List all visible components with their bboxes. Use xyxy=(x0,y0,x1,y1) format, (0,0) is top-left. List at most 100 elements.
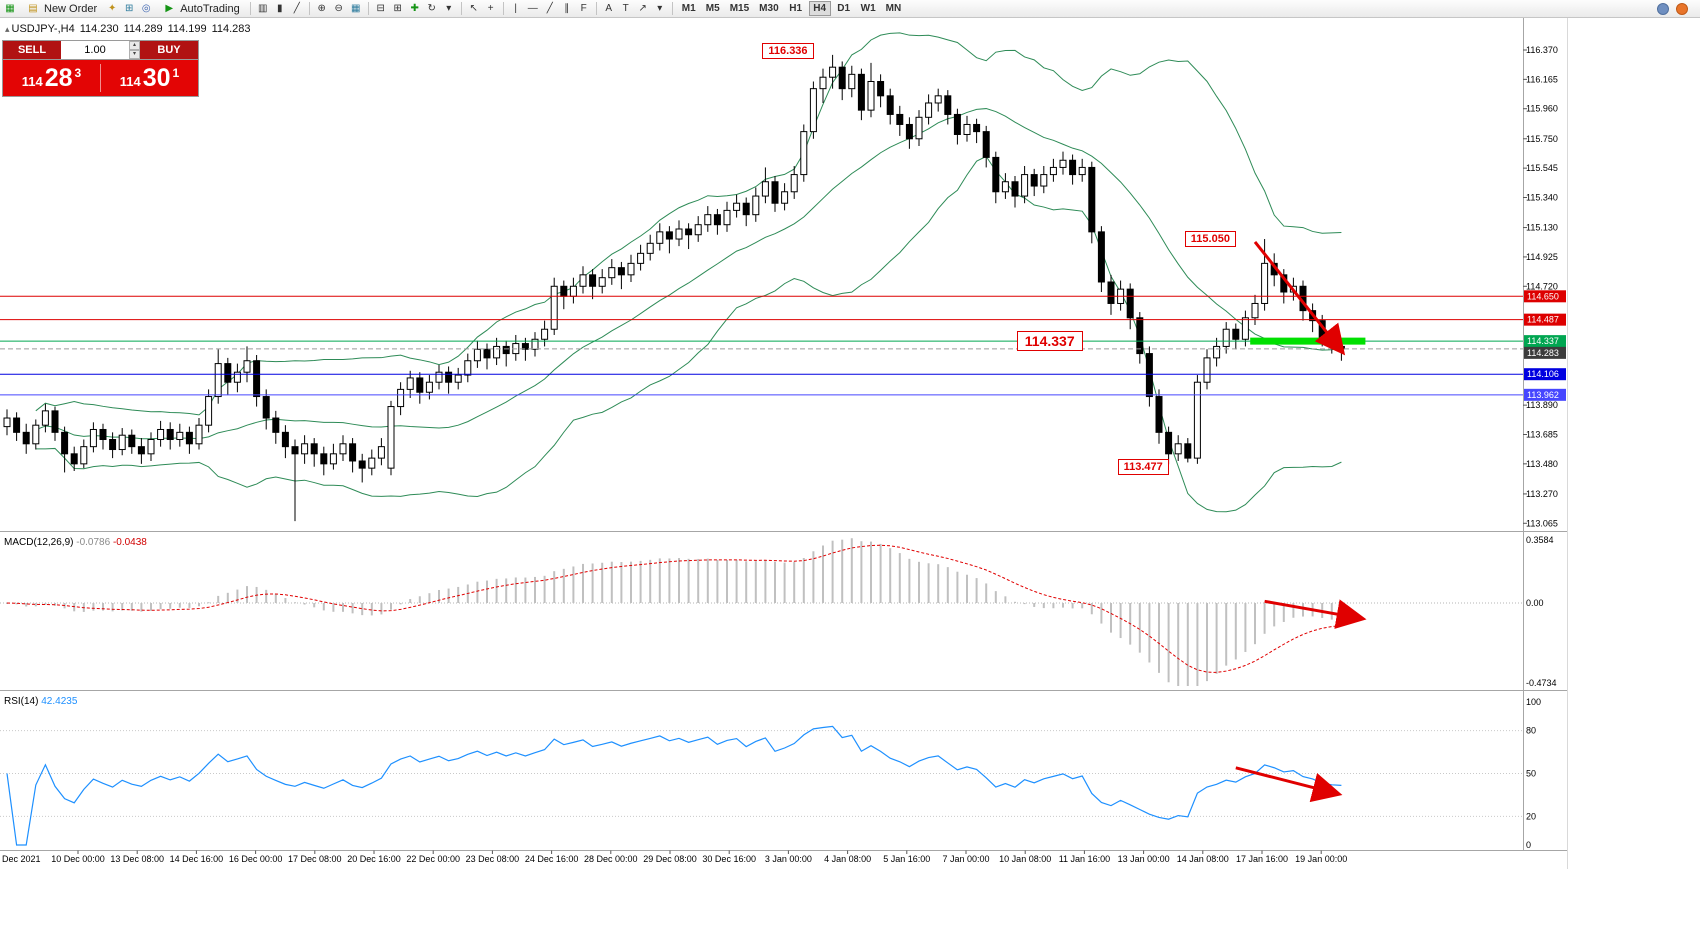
svg-text:114.487: 114.487 xyxy=(1527,315,1559,325)
svg-text:30 Dec 16:00: 30 Dec 16:00 xyxy=(702,854,756,864)
cycles-icon[interactable]: ↻ xyxy=(427,3,436,14)
crosshair-icon[interactable]: + xyxy=(487,3,494,14)
price-label-annotation[interactable]: 114.337 xyxy=(1016,331,1083,352)
dropdown-caret-icon[interactable]: ▾ xyxy=(657,3,663,14)
svg-text:80: 80 xyxy=(1526,726,1536,736)
svg-text:23 Dec 08:00: 23 Dec 08:00 xyxy=(466,854,520,864)
svg-text:3 Jan 00:00: 3 Jan 00:00 xyxy=(765,854,812,864)
trend-arrow-price[interactable] xyxy=(1253,240,1346,356)
rsi-name: RSI(14) xyxy=(4,696,39,707)
sell-button[interactable]: SELL xyxy=(3,41,61,59)
bid-ask-row: 114 28 3 114 30 1 xyxy=(3,60,198,96)
cursor-icon[interactable]: ↖ xyxy=(469,3,478,14)
candles-layer xyxy=(3,54,1345,522)
symbol-period: USDJPY-,H4 xyxy=(11,23,75,35)
terminal-icon[interactable]: ⊞ xyxy=(124,3,134,14)
vertical-line-icon[interactable]: | xyxy=(514,3,518,14)
svg-text:4 Jan 08:00: 4 Jan 08:00 xyxy=(824,854,871,864)
cascade-windows-icon[interactable]: ⊟ xyxy=(376,3,385,14)
indicators-icon[interactable]: ✚ xyxy=(410,3,419,14)
timeframe-h1[interactable]: H1 xyxy=(789,3,803,14)
trade-buttons-row: SELL ▴ ▾ BUY xyxy=(3,41,198,60)
svg-text:11 Jan 16:00: 11 Jan 16:00 xyxy=(1059,854,1110,864)
bid-price[interactable]: 114 28 3 xyxy=(3,62,100,94)
svg-text:29 Dec 08:00: 29 Dec 08:00 xyxy=(643,854,697,864)
panel-separators[interactable] xyxy=(0,18,1568,869)
volume-up-button[interactable]: ▴ xyxy=(129,41,140,50)
volume-down-button[interactable]: ▾ xyxy=(129,50,140,59)
price-label-annotation[interactable]: 113.477 xyxy=(1117,458,1169,475)
price-label-annotation[interactable]: 115.050 xyxy=(1184,231,1236,248)
text-label-icon[interactable]: T xyxy=(622,3,629,14)
toolbar-separator xyxy=(367,2,369,15)
svg-text:113.890: 113.890 xyxy=(1526,400,1558,410)
toolbar-separator xyxy=(249,2,251,15)
timeframe-m15[interactable]: M15 xyxy=(729,3,750,14)
metaeditor-icon[interactable]: ✦ xyxy=(107,3,117,14)
svg-text:113.962: 113.962 xyxy=(1527,390,1559,400)
svg-text:113.480: 113.480 xyxy=(1526,459,1558,469)
trend-arrow-rsi[interactable] xyxy=(1235,766,1343,803)
bar-chart-icon[interactable]: ▥ xyxy=(257,3,268,14)
timeframe-m5[interactable]: M5 xyxy=(705,3,720,14)
main-toolbar: ▦ ▤ New Order ✦ ⊞ ◎ ▶ AutoTrading ▥ ▮ ╱ … xyxy=(0,0,1700,18)
support-zone-highlight[interactable] xyxy=(1250,337,1366,345)
trend-arrow-macd[interactable] xyxy=(1264,599,1367,629)
toolbar-separator xyxy=(308,2,310,15)
timeframe-d1[interactable]: D1 xyxy=(837,3,851,14)
zoom-out-icon[interactable]: ⊖ xyxy=(334,3,343,14)
dropdown-caret-icon[interactable]: ▾ xyxy=(446,3,452,14)
new-order-button[interactable]: ▤ New Order xyxy=(19,1,103,17)
svg-text:13 Dec 08:00: 13 Dec 08:00 xyxy=(110,854,164,864)
timeframe-mn[interactable]: MN xyxy=(885,3,902,14)
volume-input[interactable] xyxy=(61,41,129,59)
horizontal-line-icon[interactable]: — xyxy=(527,3,538,14)
price-divider xyxy=(100,64,101,92)
channel-icon[interactable]: ∥ xyxy=(564,3,570,14)
svg-text:0: 0 xyxy=(1526,840,1531,850)
ask-price[interactable]: 114 30 1 xyxy=(101,62,198,94)
arrow-tool-icon[interactable]: ↗ xyxy=(638,3,647,14)
text-icon[interactable]: A xyxy=(605,3,613,14)
zoom-in-icon[interactable]: ⊕ xyxy=(317,3,326,14)
strategy-tester-icon[interactable]: ◎ xyxy=(141,3,151,14)
buy-button[interactable]: BUY xyxy=(140,41,198,59)
svg-text:14 Jan 08:00: 14 Jan 08:00 xyxy=(1177,854,1229,864)
autotrading-button[interactable]: ▶ AutoTrading xyxy=(155,1,246,17)
timeframe-h4[interactable]: H4 xyxy=(808,1,831,16)
price-label-annotation[interactable]: 116.336 xyxy=(762,43,814,60)
svg-text:22 Dec 00:00: 22 Dec 00:00 xyxy=(406,854,460,864)
trendline-icon[interactable]: ╱ xyxy=(546,3,553,14)
volume-spinner: ▴ ▾ xyxy=(129,41,140,59)
toolbar-separator xyxy=(502,2,504,15)
tile-windows-icon[interactable]: ▦ xyxy=(350,3,361,14)
new-chart-icon[interactable]: ▦ xyxy=(5,3,15,14)
time-axis[interactable]: Dec 2021 10 Dec 00:00 13 Dec 08:00 14 Dec 1… xyxy=(2,850,1347,865)
grid-icon[interactable]: ⊞ xyxy=(393,3,402,14)
svg-text:24 Dec 16:00: 24 Dec 16:00 xyxy=(525,854,579,864)
candlestick-chart-icon[interactable]: ▮ xyxy=(276,3,283,14)
bid-pips: 28 xyxy=(44,64,73,92)
svg-text:116.370: 116.370 xyxy=(1526,45,1558,55)
svg-text:116.165: 116.165 xyxy=(1526,74,1558,84)
timeframe-w1[interactable]: W1 xyxy=(860,3,876,14)
svg-text:115.960: 115.960 xyxy=(1526,104,1558,114)
svg-text:16 Dec 00:00: 16 Dec 00:00 xyxy=(229,854,283,864)
svg-text:10 Dec 00:00: 10 Dec 00:00 xyxy=(51,854,105,864)
rsi-value: 42.4235 xyxy=(41,696,78,707)
line-chart-icon[interactable]: ╱ xyxy=(293,3,300,14)
notification-icon[interactable] xyxy=(1676,2,1688,15)
macd-signal-line xyxy=(6,544,1342,673)
toolbar-right-group xyxy=(1657,2,1698,15)
macd-label: MACD(12,26,9) -0.0786 -0.0438 xyxy=(4,537,147,548)
svg-text:50: 50 xyxy=(1526,769,1536,779)
svg-text:19 Jan 00:00: 19 Jan 00:00 xyxy=(1295,854,1347,864)
timeframe-m1[interactable]: M1 xyxy=(681,3,696,14)
toolbar-separator xyxy=(460,2,462,15)
fibonacci-icon[interactable]: F xyxy=(580,3,587,14)
timeframe-m30[interactable]: M30 xyxy=(759,3,779,14)
price-axis[interactable]: 116.370 116.165 115.960 115.750 115.545 115.3… xyxy=(1523,45,1558,528)
ask-frac: 1 xyxy=(172,66,180,80)
community-icon[interactable] xyxy=(1657,2,1669,15)
